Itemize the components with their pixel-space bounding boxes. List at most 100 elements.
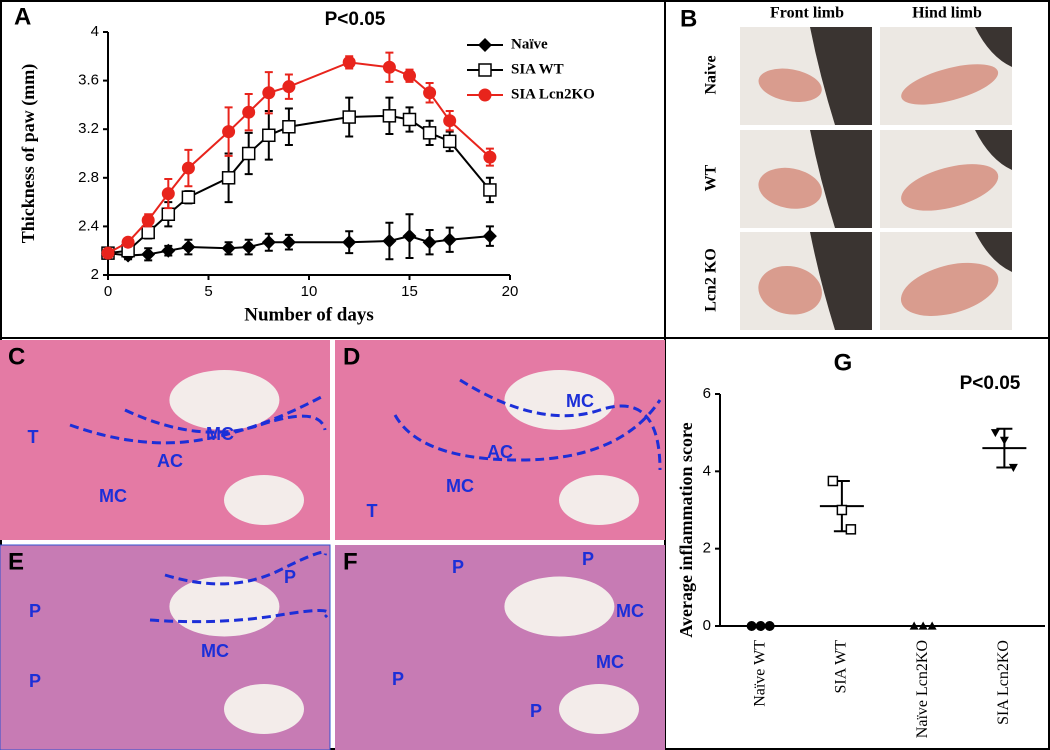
x-tick-label: 5 (204, 283, 212, 300)
marker (141, 213, 155, 227)
cartilage-boundary (124, 408, 327, 434)
marker (101, 246, 115, 260)
marker (282, 120, 296, 134)
photo-paw (758, 68, 822, 102)
y-tick-label: 3.6 (78, 72, 99, 89)
marker (764, 621, 775, 631)
photo-fur (975, 232, 1012, 272)
marker (262, 128, 276, 143)
marker (999, 436, 1009, 445)
marker (222, 125, 236, 139)
x-tick-label: 10 (301, 283, 318, 300)
photo-paw (758, 265, 822, 315)
row-label: Naive (703, 55, 720, 94)
tissue-label: P (29, 671, 41, 691)
tissue-label: P (582, 549, 594, 569)
marker (181, 161, 195, 175)
marker (181, 190, 196, 204)
y-tick-label: 2 (703, 540, 711, 557)
marker (261, 235, 276, 250)
marker (478, 63, 492, 77)
marker (161, 187, 175, 201)
x-tick-label: 15 (401, 283, 418, 300)
y-tick-label: 3.2 (78, 120, 99, 137)
photo-fur (810, 232, 872, 330)
tissue-label: P (284, 567, 296, 587)
marker (382, 109, 397, 123)
tissue-label: P (452, 557, 464, 577)
photo-fur (975, 130, 1012, 170)
x-tick-label: SIA WT (833, 640, 850, 694)
micrograph-marrow (504, 370, 615, 430)
micrograph-marrow (559, 684, 639, 734)
micrograph-marrow (559, 475, 639, 525)
marker (909, 621, 919, 630)
tissue-label: P (29, 601, 41, 621)
marker (478, 88, 492, 102)
marker (342, 110, 356, 124)
marker (1008, 463, 1018, 472)
marker (382, 233, 397, 248)
legend-label: Naïve (511, 36, 548, 52)
annotation: P<0.05 (325, 9, 386, 30)
y-tick-label: 0 (703, 617, 711, 634)
marker (746, 621, 757, 631)
micrograph-marrow (169, 370, 280, 430)
marker (403, 69, 416, 83)
x-tick-label: Naïve Lcn2KO (914, 640, 931, 738)
y-tick-label: 4 (91, 23, 99, 40)
marker (242, 105, 256, 119)
marker (483, 183, 497, 197)
tissue-label: MC (206, 424, 234, 444)
x-axis-label: Number of days (244, 304, 374, 325)
tissue-label: MC (616, 601, 644, 621)
cartilage-boundary (149, 608, 330, 624)
marker (443, 114, 457, 128)
marker (755, 621, 766, 631)
panel-label: C (8, 343, 25, 370)
marker (422, 126, 437, 140)
tissue-label: MC (99, 486, 127, 506)
micrograph-marrow (169, 576, 280, 637)
photo-fur (810, 130, 872, 228)
marker (442, 134, 457, 149)
y-tick-label: 2.4 (78, 217, 99, 234)
y-axis-label: Average inflammation score (676, 422, 696, 637)
tissue-label: AC (487, 442, 513, 462)
y-axis-label: Thickness of paw (mm) (18, 64, 39, 244)
marker (423, 86, 437, 100)
marker (402, 229, 417, 244)
cartilage-boundary (164, 550, 327, 586)
marker (483, 150, 497, 164)
marker (121, 235, 135, 249)
marker (282, 80, 296, 94)
cartilage-boundary (393, 399, 662, 462)
photo-fur (975, 27, 1012, 67)
marker (402, 112, 417, 127)
marker (262, 86, 276, 100)
column-label: Front limb (770, 5, 844, 22)
photo-paw (758, 167, 822, 209)
marker (221, 241, 236, 256)
marker (478, 38, 492, 52)
photo-paw (901, 64, 999, 105)
tissue-label: T (28, 427, 39, 447)
marker (827, 475, 839, 487)
cartilage-boundary (69, 393, 326, 445)
marker (836, 504, 848, 516)
tissue-label: MC (566, 391, 594, 411)
panel-label: F (343, 548, 358, 575)
marker (342, 235, 357, 250)
micrograph-marrow (504, 576, 615, 637)
marker (482, 229, 497, 244)
panel-label: A (14, 3, 31, 30)
marker (382, 60, 396, 74)
marker (281, 235, 296, 250)
marker (990, 429, 1000, 438)
y-tick-label: 6 (703, 385, 711, 402)
tissue-label: P (392, 669, 404, 689)
marker (918, 621, 928, 630)
panel-label: E (8, 548, 24, 575)
marker (422, 235, 437, 250)
